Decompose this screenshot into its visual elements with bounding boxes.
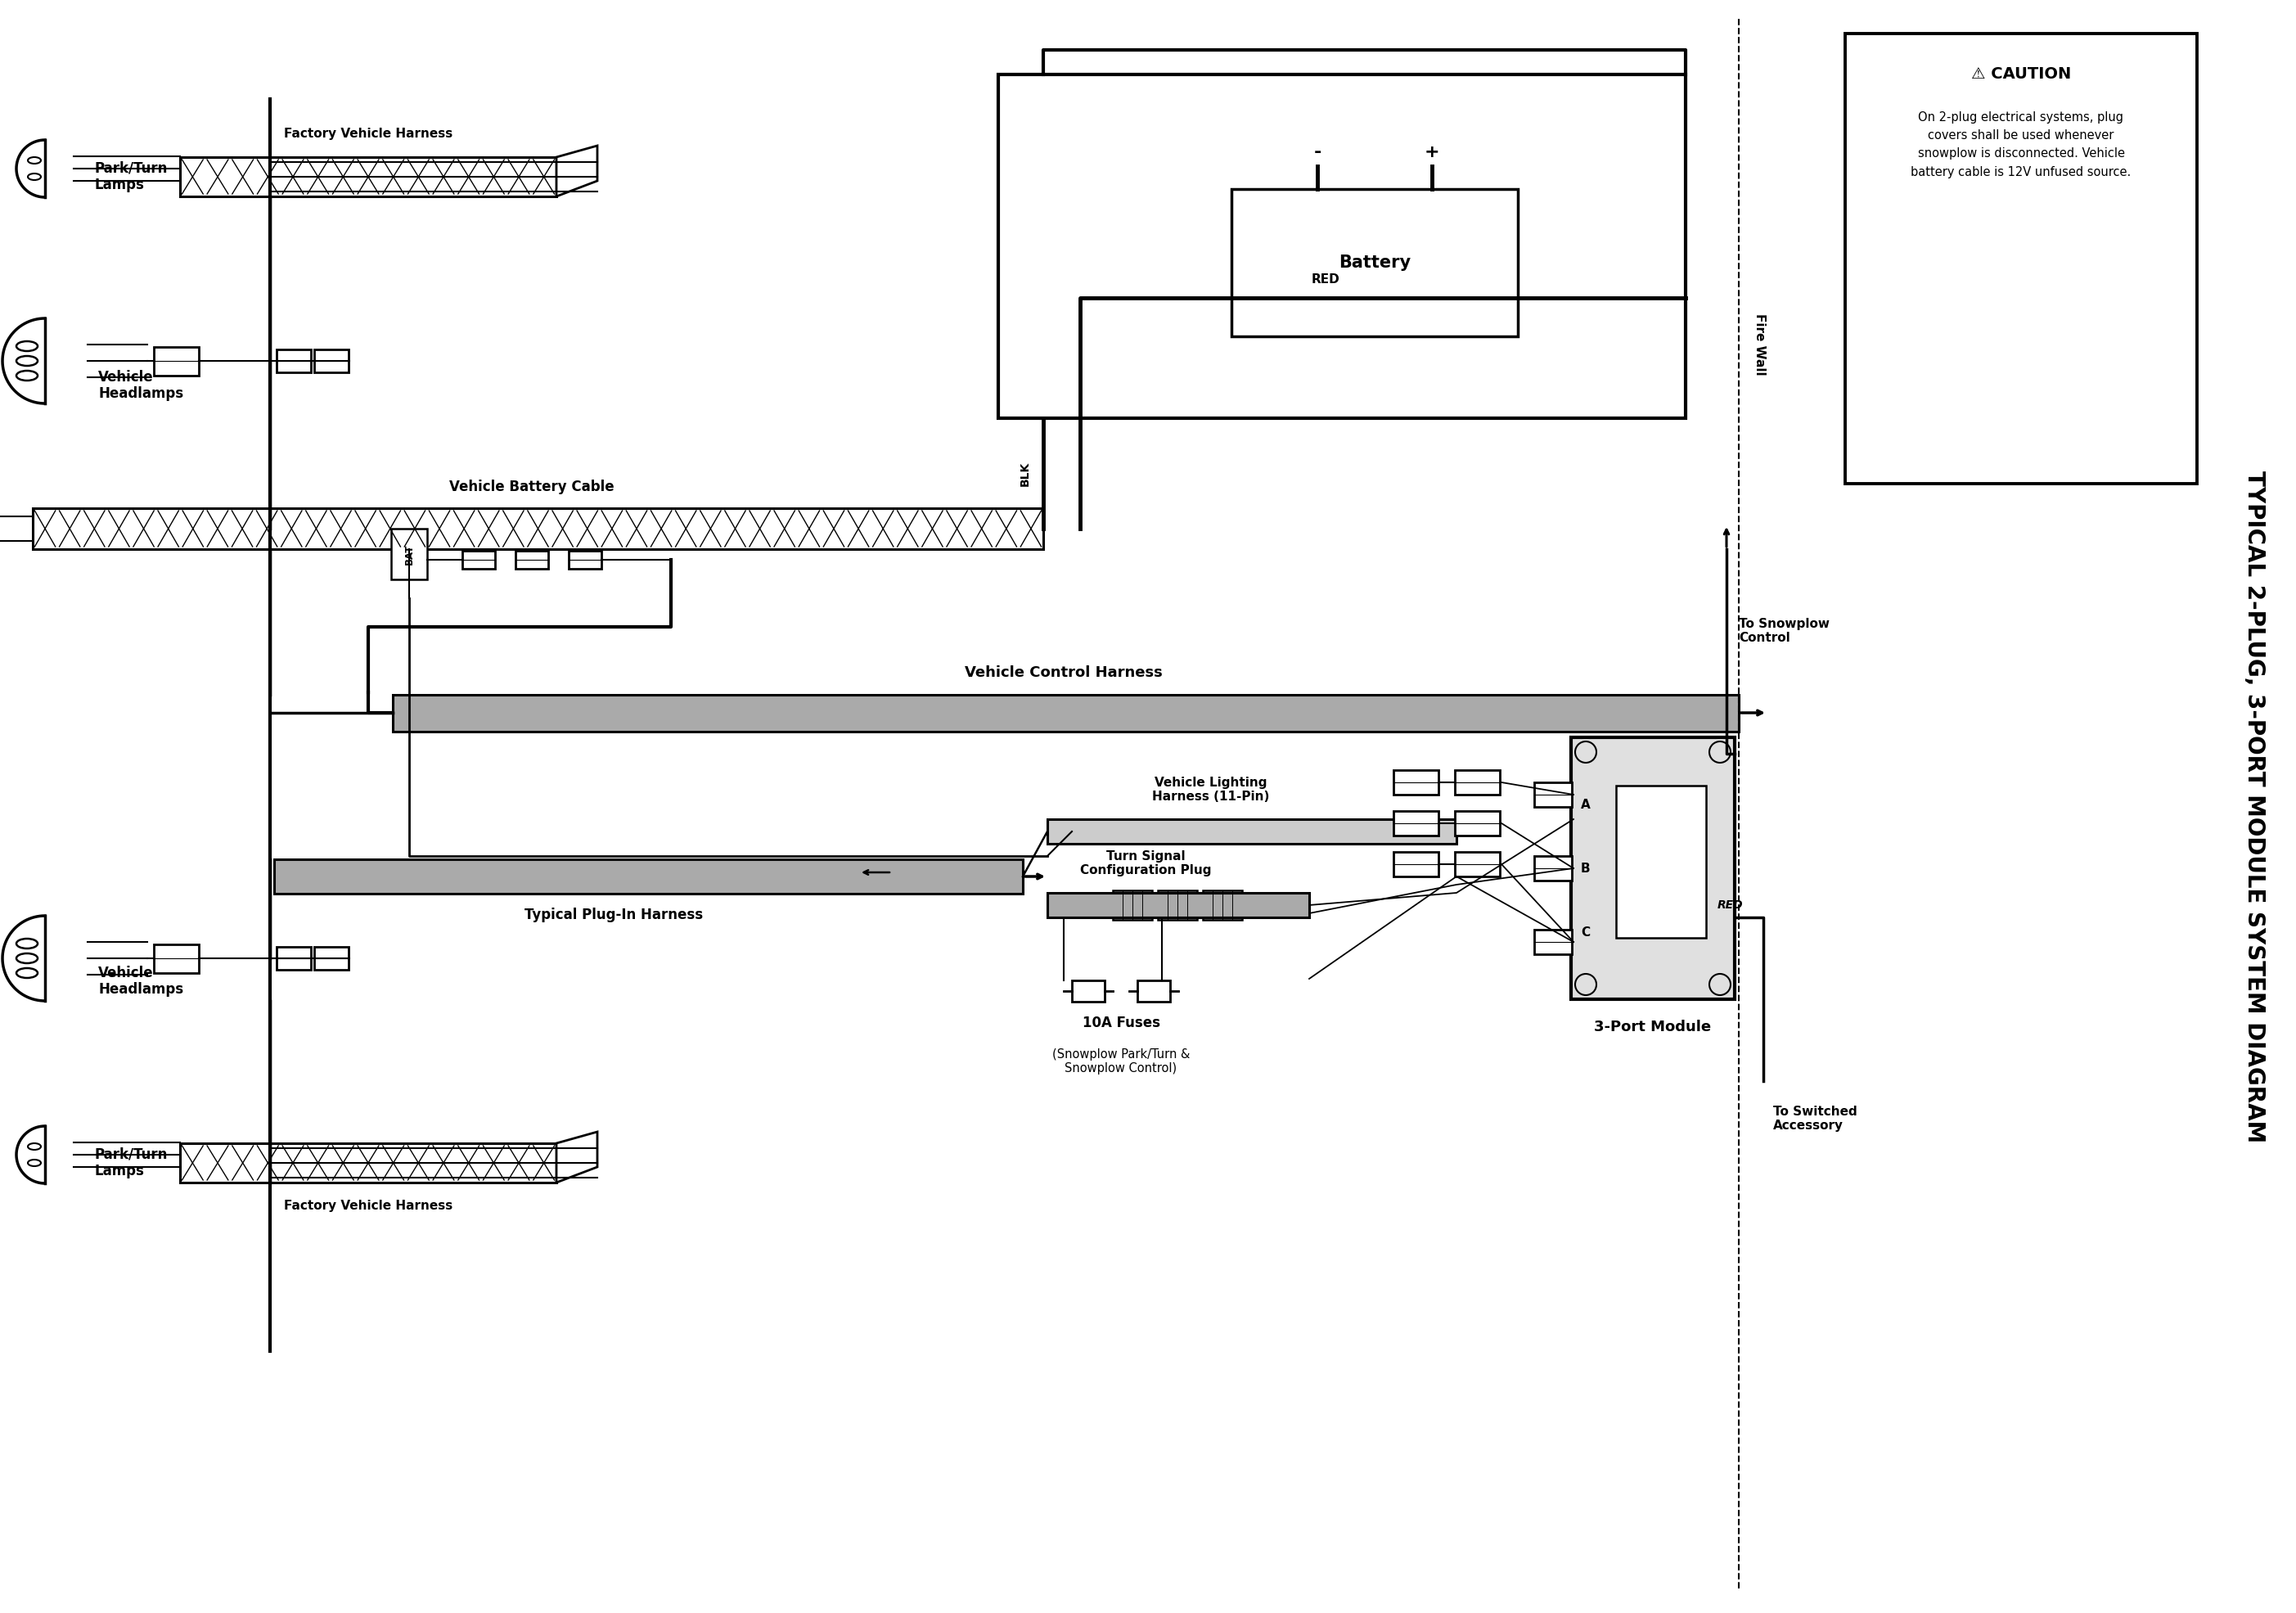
Text: To Snowplow
Control: To Snowplow Control [1738, 618, 1830, 644]
Bar [154, 347, 197, 376]
Text: B: B [1582, 863, 1591, 874]
Bar [1453, 811, 1499, 836]
Polygon shape [556, 145, 597, 197]
Circle shape [1575, 974, 1596, 995]
Bar [315, 947, 349, 969]
Bar [1394, 811, 1437, 836]
Bar [1846, 34, 2197, 484]
Text: ⚠ CAUTION: ⚠ CAUTION [1970, 66, 2071, 82]
Text: -: - [1313, 144, 1320, 160]
Bar [1394, 769, 1437, 795]
Text: 3-Port Module: 3-Port Module [1593, 1019, 1711, 1034]
Bar [569, 550, 602, 569]
Bar [1453, 769, 1499, 795]
Text: Factory Vehicle Harness: Factory Vehicle Harness [285, 127, 452, 140]
Text: BLK: BLK [1019, 461, 1031, 486]
Text: Vehicle
Headlamps: Vehicle Headlamps [99, 369, 184, 402]
Text: TYPICAL 2-PLUG, 3-PORT MODULE SYSTEM DIAGRAM: TYPICAL 2-PLUG, 3-PORT MODULE SYSTEM DIA… [2243, 471, 2266, 1144]
Text: Fire Wall: Fire Wall [1754, 313, 1766, 376]
Text: A: A [1582, 798, 1591, 811]
Text: Vehicle
Headlamps: Vehicle Headlamps [99, 965, 184, 997]
Bar [1047, 894, 1309, 918]
Bar [1534, 782, 1573, 806]
Bar [1616, 786, 1706, 937]
Bar [1534, 857, 1573, 881]
Bar [1203, 890, 1242, 919]
Text: To Switched
Accessory: To Switched Accessory [1773, 1105, 1857, 1132]
Text: On 2-plug electrical systems, plug
covers shall be used whenever
snowplow is dis: On 2-plug electrical systems, plug cover… [1910, 111, 2131, 177]
Bar [1157, 890, 1196, 919]
Text: Turn Signal
Configuration Plug: Turn Signal Configuration Plug [1079, 850, 1212, 876]
Text: Park/Turn
Lamps: Park/Turn Lamps [94, 161, 168, 192]
Circle shape [1575, 742, 1596, 763]
Bar [1114, 890, 1153, 919]
Bar [179, 156, 556, 197]
Bar [1047, 819, 1456, 844]
Bar [1453, 852, 1499, 876]
Text: Vehicle Lighting
Harness (11-Pin): Vehicle Lighting Harness (11-Pin) [1153, 776, 1270, 803]
Bar [1231, 189, 1518, 337]
Bar [1072, 981, 1104, 1002]
Bar [32, 508, 1042, 548]
Bar [315, 350, 349, 373]
Text: +: + [1424, 144, 1440, 160]
Bar [999, 74, 1685, 418]
Bar [276, 350, 310, 373]
Text: Vehicle Control Harness: Vehicle Control Harness [964, 665, 1162, 681]
Bar [393, 694, 1738, 731]
Text: BAT: BAT [404, 544, 416, 565]
Bar [461, 550, 496, 569]
Text: Factory Vehicle Harness: Factory Vehicle Harness [285, 1200, 452, 1211]
Text: RED: RED [1311, 273, 1341, 286]
Bar [390, 529, 427, 579]
Circle shape [1708, 974, 1731, 995]
Polygon shape [556, 1132, 597, 1182]
Bar [1394, 852, 1437, 876]
Bar [517, 550, 549, 569]
Text: (Snowplow Park/Turn &
Snowplow Control): (Snowplow Park/Turn & Snowplow Control) [1052, 1048, 1189, 1074]
Bar [1137, 981, 1171, 1002]
Text: Battery: Battery [1339, 255, 1410, 271]
Text: Vehicle Battery Cable: Vehicle Battery Cable [450, 479, 615, 494]
Bar [1534, 929, 1573, 955]
Text: Typical Plug-In Harness: Typical Plug-In Harness [523, 908, 703, 923]
Text: RED: RED [1717, 900, 1743, 911]
Text: 10A Fuses: 10A Fuses [1081, 1016, 1159, 1031]
Bar [273, 860, 1022, 894]
Bar [1570, 737, 1736, 998]
Text: C: C [1582, 926, 1589, 939]
Circle shape [1708, 742, 1731, 763]
Bar [154, 944, 197, 973]
Bar [179, 1144, 556, 1182]
Text: Park/Turn
Lamps: Park/Turn Lamps [94, 1147, 168, 1179]
Bar [276, 947, 310, 969]
